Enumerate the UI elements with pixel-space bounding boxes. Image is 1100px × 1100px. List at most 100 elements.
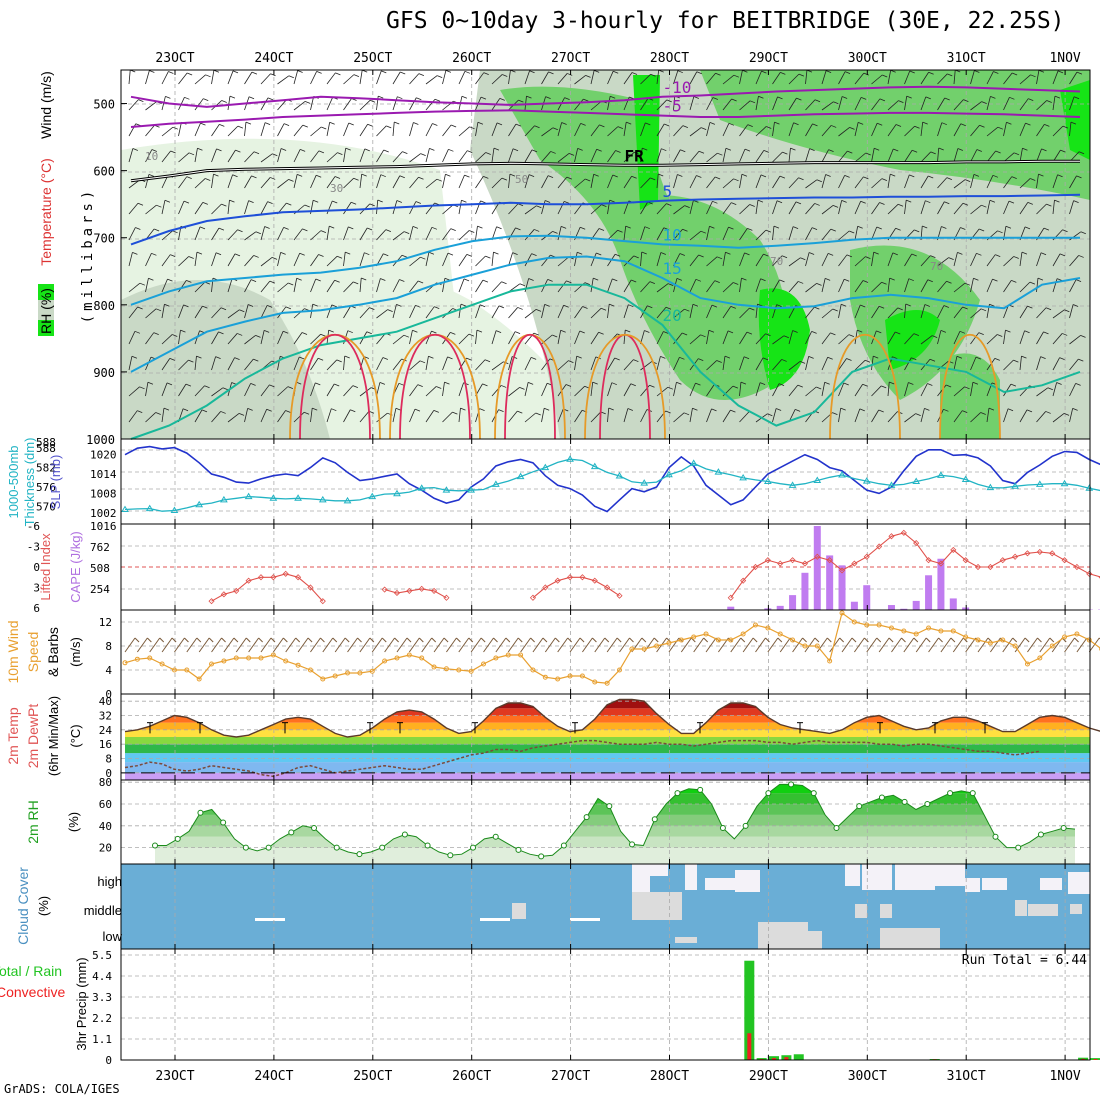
wind-barb <box>1003 256 1015 267</box>
wind-barb <box>920 408 925 423</box>
wind-barb <box>577 251 583 255</box>
wind-barb <box>833 101 839 105</box>
li-point <box>381 586 388 593</box>
wind-barb <box>1013 359 1019 363</box>
wind-barb <box>277 356 281 371</box>
wind-barb <box>1052 70 1059 85</box>
wind-barb <box>1036 252 1042 267</box>
wind-barb <box>329 121 335 125</box>
wind-barb <box>709 122 716 125</box>
wind-barb <box>924 408 930 411</box>
wind-barb <box>479 408 485 411</box>
rh2m-axis-label: (%) <box>66 812 81 832</box>
precip-convective-bar <box>772 1058 777 1060</box>
wind-barb <box>929 358 936 362</box>
cloud-middle-cell <box>880 904 892 918</box>
wind-barb <box>937 122 943 137</box>
wind-speed-point <box>382 658 388 664</box>
wind-barb <box>930 151 936 155</box>
wind-barb <box>937 201 945 215</box>
wind-barb <box>1052 96 1056 111</box>
wind-barb <box>593 173 599 177</box>
wind-barb-10m <box>235 637 247 653</box>
rh2m-point <box>969 790 976 797</box>
thickness-point <box>1085 484 1094 491</box>
li-point <box>430 587 438 594</box>
wind-barb <box>501 385 507 388</box>
wind-barb <box>706 122 711 137</box>
pressure-tick-label: 900 <box>93 366 115 380</box>
wind-barb <box>227 174 233 189</box>
wind-barb <box>640 252 643 267</box>
wind-barb <box>213 69 220 73</box>
wind-barb <box>496 122 503 126</box>
rh-contour-label: 10 <box>145 150 158 163</box>
wind-barb <box>561 122 567 125</box>
wind-barb <box>425 148 430 163</box>
wind-barb <box>709 225 715 229</box>
wind-barb <box>658 173 664 177</box>
wind-barb <box>148 174 155 177</box>
wind-barb <box>827 356 833 360</box>
wind-barb <box>821 149 829 163</box>
wind-barb <box>904 70 911 85</box>
wind-barb <box>317 357 324 361</box>
wind-barb <box>755 174 762 189</box>
wind-barb <box>722 356 726 371</box>
wind-barb <box>145 204 157 215</box>
wind-barb <box>392 334 405 345</box>
li-point <box>406 587 413 594</box>
wind-barb <box>970 70 975 85</box>
wind-barb <box>552 231 558 234</box>
wind-barb <box>180 329 186 333</box>
wind-barb <box>772 122 775 137</box>
wind-barb <box>415 304 421 308</box>
wind-barb <box>656 386 669 397</box>
wind-barb <box>755 150 765 163</box>
wind-barb <box>811 227 818 231</box>
wind-barb-10m <box>507 637 519 653</box>
wind-barb <box>824 381 830 385</box>
wind-barb <box>992 174 999 178</box>
wind-barb <box>442 382 445 397</box>
wind-barb <box>1046 203 1052 207</box>
wind-barb <box>567 73 573 76</box>
wind-barb <box>477 121 484 125</box>
rh-region <box>121 280 330 439</box>
wind-barb <box>964 282 971 286</box>
wind-barb <box>722 178 734 189</box>
cloud-level-label: low <box>102 929 122 944</box>
wind-barb <box>937 281 947 293</box>
thickness-point <box>294 494 302 501</box>
wind-barb <box>943 408 949 412</box>
wind-barb <box>873 251 879 255</box>
wind-barb <box>1069 383 1076 397</box>
wind-speed-point <box>505 652 511 658</box>
wind-barb <box>805 283 817 293</box>
precip-tick-label: 2.2 <box>92 1012 112 1025</box>
wind-speed-point <box>221 658 227 664</box>
wind-barb <box>840 407 846 411</box>
wind-barb <box>288 179 294 182</box>
rh-region <box>700 70 1090 200</box>
wind-barb <box>746 331 753 335</box>
wind-barb-10m <box>421 637 433 653</box>
wind-barb <box>607 382 613 397</box>
wind-barb <box>574 356 578 371</box>
wind-barb <box>832 412 838 416</box>
wind-barb <box>403 334 410 338</box>
wind-barb-10m <box>567 637 573 643</box>
wind-barb <box>232 70 239 74</box>
wind-barb <box>574 148 579 163</box>
wind-barb-10m <box>282 637 288 643</box>
wind-barb <box>469 126 475 130</box>
wind-barb <box>953 306 963 319</box>
wind-speed-point <box>209 661 215 667</box>
wind-barb <box>128 203 139 215</box>
wind-barb <box>962 410 968 414</box>
wind-barb <box>689 151 700 163</box>
precip-tick-label: 1.1 <box>92 1033 112 1046</box>
wind-barb <box>128 252 133 267</box>
bottom-x-tick-label: 30OCT <box>848 1069 887 1084</box>
wind-barb <box>416 97 422 101</box>
